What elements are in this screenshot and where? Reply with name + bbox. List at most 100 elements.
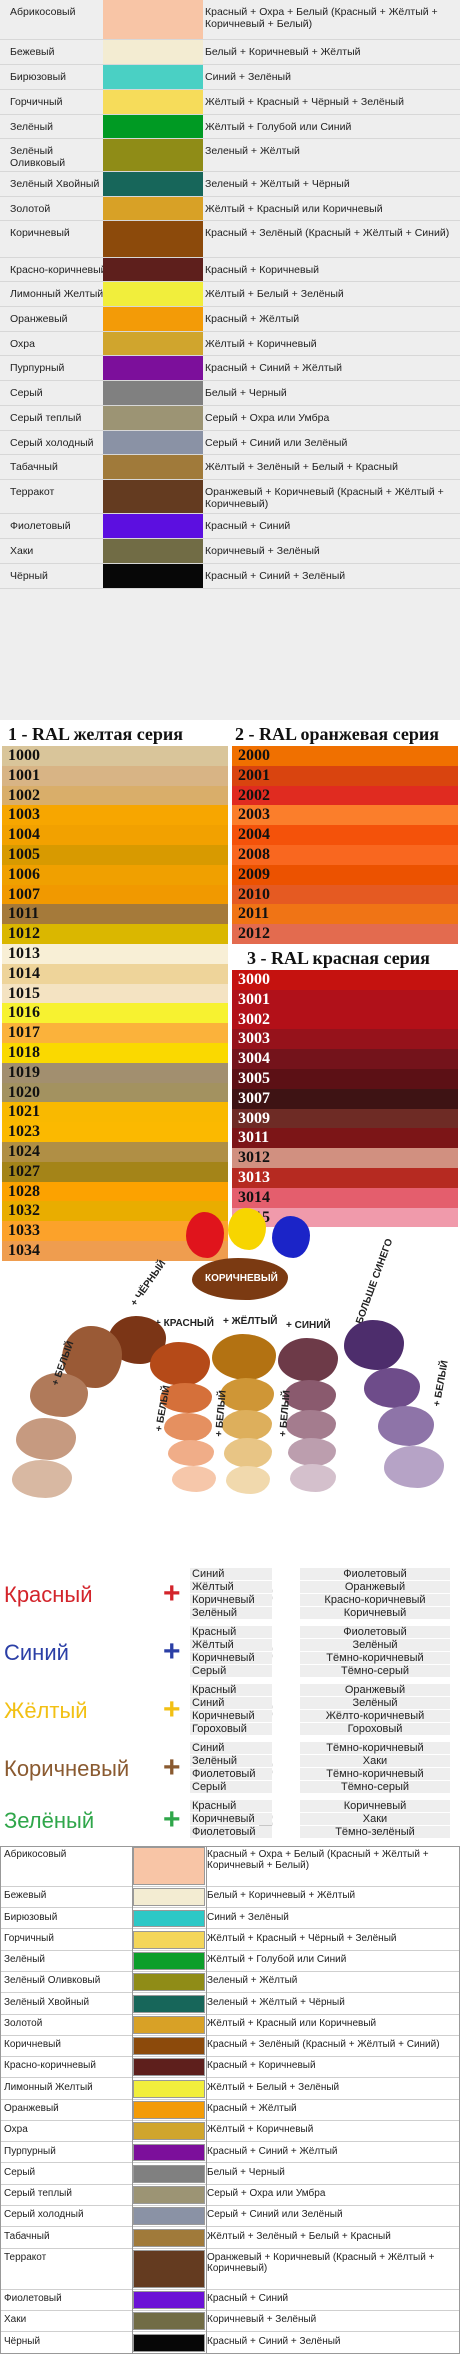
ral-swatch: 1027 <box>2 1161 228 1182</box>
brown-mixing-diagram: КОРИЧНЕВЫЙ + ЧЁРНЫЙ + КРАСНЫЙ + ЖЁЛТЫЙ +… <box>0 1208 460 1508</box>
mix-formula: Красный + Коричневый <box>205 263 319 276</box>
ral-swatch: 2012 <box>232 924 458 944</box>
mix-formula: Жёлтый + Красный + Чёрный + Зелёный <box>207 1932 397 1944</box>
ral-swatch: 1005 <box>2 845 228 865</box>
mix-formula: Зеленый + Жёлтый <box>207 1975 298 1987</box>
mix-formula: Синий + Зелёный <box>205 71 291 84</box>
color-name: Золотой <box>4 2017 43 2029</box>
color-swatch <box>103 114 203 139</box>
color-swatch <box>133 2143 205 2162</box>
red-paint-blob <box>186 1212 224 1258</box>
ral-swatch: 1006 <box>2 864 228 885</box>
white-mix-blob-2 <box>30 1373 88 1417</box>
color-swatch <box>133 1994 205 2013</box>
color-name: Горчичный <box>10 95 63 108</box>
ral-swatch: 2003 <box>232 805 458 826</box>
more-blue-mix-blob-2 <box>364 1368 420 1408</box>
table-row: Серый теплый Серый + Охра или Умбра <box>0 2185 460 2207</box>
ral-swatch: 1002 <box>2 785 228 806</box>
ral-swatch: 3005 <box>232 1069 458 1089</box>
color-name: Чёрный <box>4 2335 41 2347</box>
result-color: Хаки <box>300 1755 450 1767</box>
color-name: Пурпурный <box>4 2145 56 2157</box>
result-color: Жёлто-коричневый <box>300 1710 450 1722</box>
white-mix-blob-3 <box>16 1418 76 1460</box>
mix-formula: Белый + Черный <box>205 387 287 400</box>
ral-swatch: 1020 <box>2 1082 228 1103</box>
base-color-name: Коричневый <box>4 1756 130 1781</box>
added-color: Синий <box>190 1697 272 1709</box>
mix-formula: Красный + Синий + Зелёный <box>207 2335 341 2347</box>
table-row: Зелёный Жёлтый + Голубой или Синий <box>0 114 460 140</box>
added-color: Фиолетовый <box>190 1826 272 1838</box>
color-swatch <box>133 2228 205 2247</box>
table-row: Бирюзовый Синий + Зелёный <box>0 65 460 90</box>
mix-formula: Белый + Коричневый + Жёлтый <box>205 46 361 59</box>
table-row: Терракот Оранжевый + Коричневый (Красный … <box>0 479 460 515</box>
result-color: Гороховый <box>300 1723 450 1735</box>
table-row: Бирюзовый Синий + Зелёный <box>0 1909 460 1930</box>
color-swatch <box>103 331 203 356</box>
mix-formula: Красный + Охра + Белый (Красный + Жёлтый… <box>205 6 438 30</box>
label-blue: + СИНИЙ <box>286 1320 331 1331</box>
color-name: Бежевый <box>4 1890 47 1902</box>
ral-swatch: 3003 <box>232 1029 458 1050</box>
red-mix-blob-1 <box>150 1342 210 1386</box>
color-name: Фиолетовый <box>10 520 71 533</box>
mix-formula: Жёлтый + Красный или Коричневый <box>205 202 383 215</box>
table-row: Охра Жёлтый + Коричневый <box>0 2121 460 2143</box>
mix-formula: Зеленый + Жёлтый + Чёрный <box>207 1996 345 2008</box>
color-swatch <box>103 221 203 257</box>
yellow-paint-blob <box>228 1208 266 1250</box>
color-name: Золотой <box>10 202 51 215</box>
ral-palette-section: 1 - RAL желтая серия 2 - RAL оранжевая с… <box>0 722 460 1261</box>
table-row: Зелёный Хвойный Зеленый + Жёлтый + Чёрный <box>0 171 460 197</box>
color-name: Чёрный <box>10 569 48 582</box>
base-color-name: Красный <box>4 1582 93 1607</box>
ral-swatch: 2009 <box>232 864 458 885</box>
ral-swatch: 3014 <box>232 1187 458 1208</box>
color-name: Коричневый <box>4 2039 61 2051</box>
added-color: Коричневый <box>190 1710 272 1722</box>
red-mix-blob-2 <box>160 1383 212 1413</box>
ral-swatch: 2002 <box>232 785 458 806</box>
ral-swatch: 2000 <box>232 746 458 766</box>
mix-formula: Серый + Охра или Умбра <box>207 2188 326 2200</box>
added-color: Зелёный <box>190 1755 272 1767</box>
mix-formula: Красный + Синий <box>205 520 291 533</box>
color-swatch <box>133 2015 205 2034</box>
color-combination-table: Красный+=СинийЖёлтыйКоричневыйЗелёныйФио… <box>0 1568 460 1842</box>
added-color: Серый <box>190 1781 272 1793</box>
more-blue-mix-blob-3 <box>378 1406 434 1446</box>
mix-formula: Жёлтый + Красный + Чёрный + Зелёный <box>205 95 404 108</box>
added-color: Красный <box>190 1684 272 1696</box>
mix-formula: Жёлтый + Коричневый <box>207 2124 314 2136</box>
color-swatch <box>133 1973 205 1992</box>
result-color: Зелёный <box>300 1639 450 1651</box>
color-swatch <box>103 455 203 479</box>
color-name: Терракот <box>10 485 55 498</box>
mix-row: Красный+=СинийЖёлтыйКоричневыйЗелёныйФио… <box>0 1568 460 1622</box>
color-swatch <box>103 89 203 114</box>
color-name: Зелёный Хвойный <box>10 177 100 190</box>
mix-formula: Красный + Синий <box>207 2293 289 2305</box>
mix-formula: Белый + Коричневый + Жёлтый <box>207 1890 356 1902</box>
plus-sign: + <box>163 1693 181 1726</box>
ral-swatch: 3007 <box>232 1088 458 1109</box>
ral-swatch: 3011 <box>232 1128 458 1149</box>
color-name: Пурпурный <box>10 362 65 375</box>
ral-swatch: 1012 <box>2 924 228 944</box>
mix-formula: Белый + Черный <box>207 2166 285 2178</box>
color-swatch <box>133 2037 205 2056</box>
mix-formula: Красный + Синий + Жёлтый <box>205 362 343 375</box>
ral-swatch: 3009 <box>232 1108 458 1129</box>
color-swatch <box>103 539 203 563</box>
ral-swatch: 1001 <box>2 765 228 786</box>
color-swatch <box>103 356 203 381</box>
mix-formula: Красный + Зелёный (Красный + Жёлтый + Си… <box>205 227 450 240</box>
ral-swatch: 1016 <box>2 1003 228 1024</box>
mix-row: Синий+=КрасныйЖёлтыйКоричневыйСерыйФиоле… <box>0 1626 460 1680</box>
result-color: Зелёный <box>300 1697 450 1709</box>
color-swatch <box>133 2249 205 2288</box>
added-color: Гороховый <box>190 1723 272 1735</box>
